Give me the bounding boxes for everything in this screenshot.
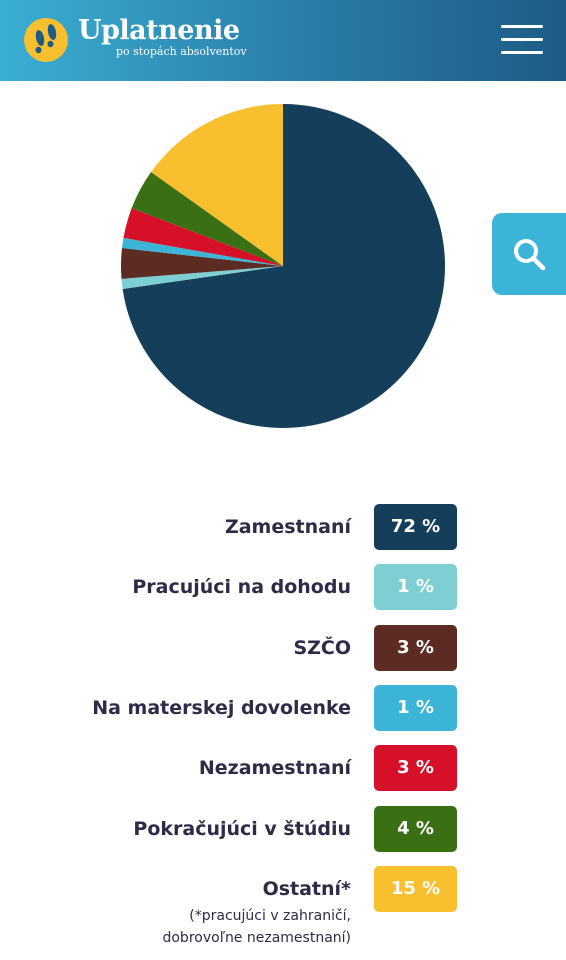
brand-subtitle: po stopách absolventov	[116, 45, 247, 58]
pie-slice	[121, 237, 283, 266]
legend-value-badge: 4 %	[374, 805, 457, 852]
legend-row: Ostatní* 15 %	[0, 865, 566, 912]
pie-chart	[121, 104, 445, 428]
legend-label: Na materskej dovolenke	[92, 696, 351, 719]
legend-value-badge: 3 %	[374, 624, 457, 671]
legend-label: Ostatní*	[262, 877, 351, 900]
pie-slice	[122, 104, 445, 428]
legend-row: SZČO 3 %	[0, 624, 566, 671]
hamburger-menu-icon[interactable]	[501, 25, 543, 55]
legend-value-badge: 72 %	[374, 504, 457, 550]
legend-value-badge: 1 %	[374, 684, 457, 731]
pie-slice	[131, 172, 283, 266]
pie-slice	[121, 266, 284, 290]
legend-row: Pracujúci na dohodu 1 %	[0, 564, 566, 611]
legend-label: Pokračujúci v štúdiu	[133, 817, 351, 840]
legend-value-badge: 3 %	[374, 745, 457, 792]
footprints-logo-icon[interactable]	[24, 18, 68, 62]
legend-label: SZČO	[293, 636, 351, 659]
search-icon	[514, 239, 546, 271]
legend-value-badge: 1 %	[374, 564, 457, 611]
pie-slice	[151, 104, 283, 266]
footnote: (*pracujúci v zahraničí, dobrovoľne neza…	[162, 905, 351, 949]
pie-slice	[123, 208, 283, 266]
legend-value-badge: 15 %	[374, 865, 457, 912]
legend-label: Nezamestnaní	[198, 757, 351, 780]
search-button[interactable]	[492, 213, 566, 295]
brand-title[interactable]: Uplatnenie	[78, 15, 240, 46]
footnote-line-1: (*pracujúci v zahraničí,	[189, 908, 351, 924]
legend-row: Nezamestnaní 3 %	[0, 745, 566, 792]
pie-slice	[121, 248, 283, 279]
site-header: Uplatnenie po stopách absolventov	[0, 0, 566, 81]
legend-row: Na materskej dovolenke 1 %	[0, 684, 566, 731]
legend-label: Pracujúci na dohodu	[132, 576, 351, 599]
legend-row: Zamestnaní 72 %	[0, 504, 566, 550]
legend-row: Pokračujúci v štúdiu 4 %	[0, 805, 566, 852]
legend-label: Zamestnaní	[224, 516, 351, 538]
footnote-line-2: dobrovoľne nezamestnaní)	[162, 930, 351, 946]
